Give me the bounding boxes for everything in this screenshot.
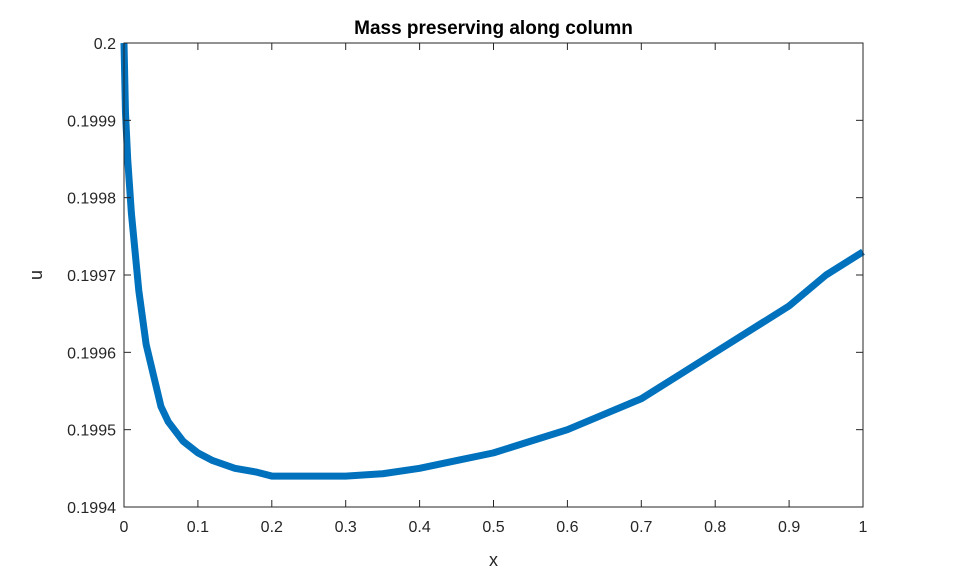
y-tick-label: 0.2 — [94, 36, 116, 53]
y-tick-label: 0.1999 — [67, 113, 116, 130]
x-tick-label: 0.7 — [630, 519, 652, 536]
x-tick-label: 0.6 — [556, 519, 578, 536]
x-tick-label: 0.8 — [704, 519, 726, 536]
data-layer — [120, 42, 865, 480]
y-tick-label: 0.1996 — [67, 345, 116, 362]
chart-title: Mass preserving along column — [354, 18, 633, 39]
x-tick-label: 0.2 — [261, 519, 283, 536]
x-axis-label: x — [489, 550, 498, 570]
x-tick-label: 0 — [120, 519, 129, 536]
series-line-0 — [120, 42, 865, 480]
y-tick-label: 0.1994 — [67, 500, 116, 517]
x-tick-label: 1 — [859, 519, 868, 536]
y-tick-label: 0.1995 — [67, 423, 116, 440]
x-tick-label: 0.4 — [408, 519, 430, 536]
x-tick-label: 0.9 — [778, 519, 800, 536]
y-tick-label: 0.1998 — [67, 191, 116, 208]
y-axis-label: u — [26, 270, 46, 280]
axes-layer: 0 0.1 0.2 0.3 0.4 0.5 0.6 0.7 0.8 0.9 1 0.1994 0.199… — [67, 36, 867, 536]
x-tick-label: 0.1 — [187, 519, 209, 536]
plot-area — [124, 43, 863, 507]
x-tick-label: 0.5 — [482, 519, 504, 536]
y-tick-label: 0.1997 — [67, 268, 116, 285]
x-tick-label: 0.3 — [335, 519, 357, 536]
